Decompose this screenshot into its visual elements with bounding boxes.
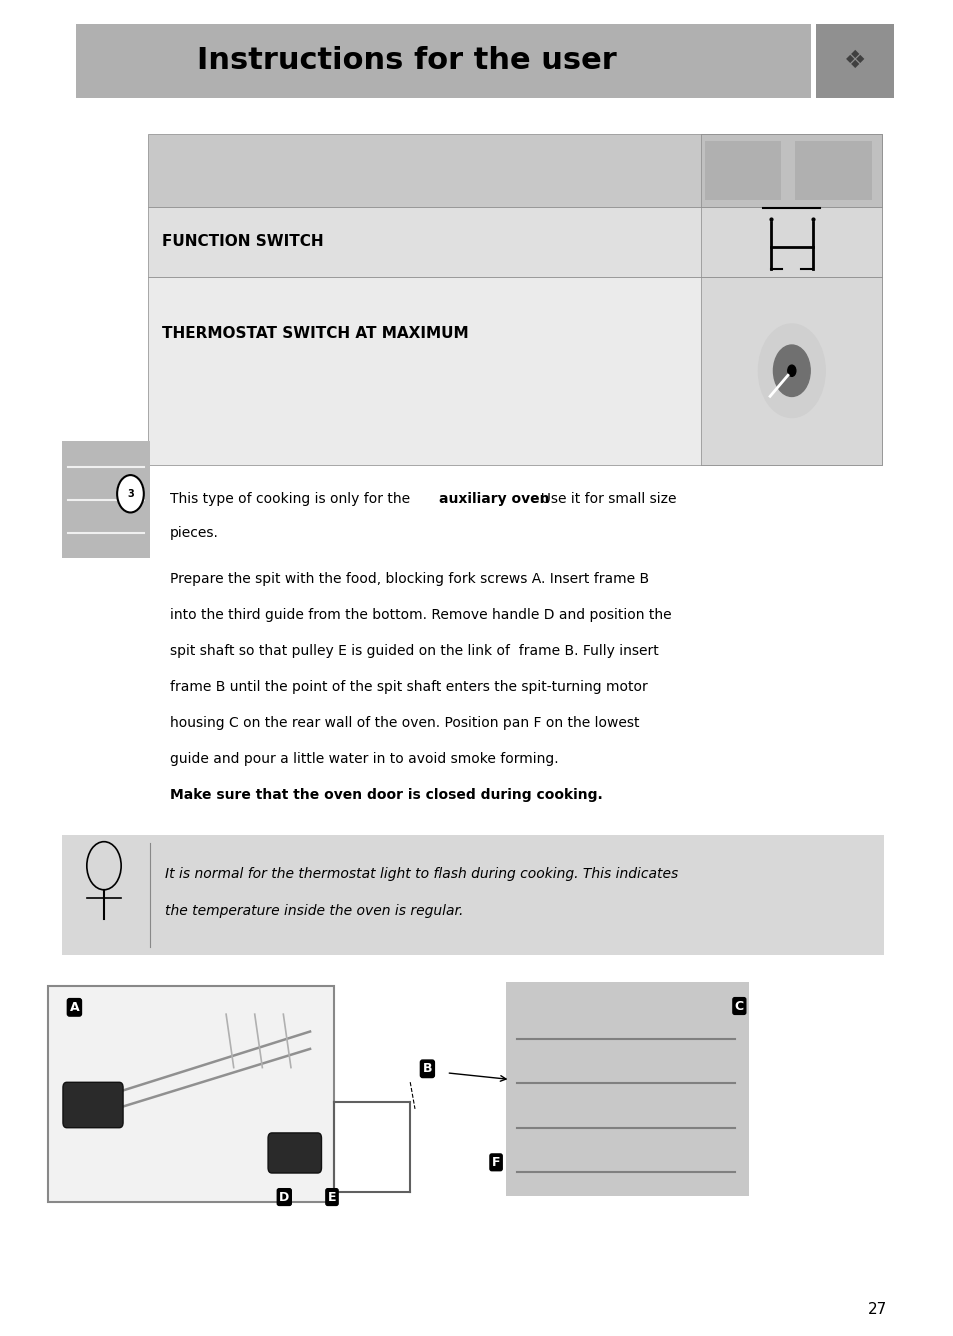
FancyBboxPatch shape: [148, 207, 882, 277]
FancyBboxPatch shape: [48, 986, 334, 1202]
FancyBboxPatch shape: [148, 277, 882, 465]
Text: F: F: [492, 1156, 499, 1169]
FancyBboxPatch shape: [505, 982, 748, 1196]
Text: THERMOSTAT SWITCH AT MAXIMUM: THERMOSTAT SWITCH AT MAXIMUM: [162, 326, 468, 341]
FancyBboxPatch shape: [268, 1133, 321, 1173]
Text: ❖: ❖: [842, 49, 865, 72]
Text: frame B until the point of the spit shaft enters the spit-turning motor: frame B until the point of the spit shaf…: [170, 680, 647, 693]
Circle shape: [773, 345, 809, 397]
FancyBboxPatch shape: [148, 134, 882, 207]
FancyBboxPatch shape: [62, 835, 883, 955]
Text: It is normal for the thermostat light to flash during cooking. This indicates: It is normal for the thermostat light to…: [165, 867, 678, 880]
Text: This type of cooking is only for the: This type of cooking is only for the: [170, 492, 414, 505]
Text: Prepare the spit with the food, blocking fork screws A. Insert frame B: Prepare the spit with the food, blocking…: [170, 572, 648, 585]
FancyBboxPatch shape: [76, 24, 810, 98]
Text: housing C on the rear wall of the oven. Position pan F on the lowest: housing C on the rear wall of the oven. …: [170, 716, 639, 729]
FancyBboxPatch shape: [795, 142, 871, 200]
Text: pieces.: pieces.: [170, 526, 218, 540]
Text: Instructions for the user: Instructions for the user: [197, 47, 616, 75]
Text: FUNCTION SWITCH: FUNCTION SWITCH: [162, 234, 323, 250]
Text: . Use it for small size: . Use it for small size: [532, 492, 676, 505]
FancyBboxPatch shape: [62, 441, 150, 558]
Text: E: E: [328, 1190, 335, 1204]
Text: spit shaft so that pulley E is guided on the link of  frame B. Fully insert: spit shaft so that pulley E is guided on…: [170, 644, 658, 657]
Text: C: C: [734, 999, 743, 1013]
Text: auxiliary oven: auxiliary oven: [438, 492, 549, 505]
Text: guide and pour a little water in to avoid smoke forming.: guide and pour a little water in to avoi…: [170, 752, 558, 766]
Text: A: A: [70, 1001, 79, 1014]
Circle shape: [787, 365, 795, 377]
FancyBboxPatch shape: [700, 207, 882, 277]
Circle shape: [117, 476, 144, 513]
FancyBboxPatch shape: [700, 277, 882, 465]
FancyBboxPatch shape: [704, 142, 781, 200]
FancyBboxPatch shape: [700, 134, 882, 207]
Circle shape: [758, 325, 824, 417]
Text: Make sure that the oven door is closed during cooking.: Make sure that the oven door is closed d…: [170, 788, 602, 802]
Text: 3: 3: [127, 489, 133, 498]
FancyBboxPatch shape: [815, 24, 893, 98]
Text: B: B: [422, 1062, 432, 1075]
Text: D: D: [279, 1190, 289, 1204]
FancyBboxPatch shape: [63, 1082, 123, 1128]
Text: 27: 27: [867, 1301, 886, 1317]
Text: into the third guide from the bottom. Remove handle D and position the: into the third guide from the bottom. Re…: [170, 608, 671, 621]
Text: the temperature inside the oven is regular.: the temperature inside the oven is regul…: [165, 904, 463, 918]
